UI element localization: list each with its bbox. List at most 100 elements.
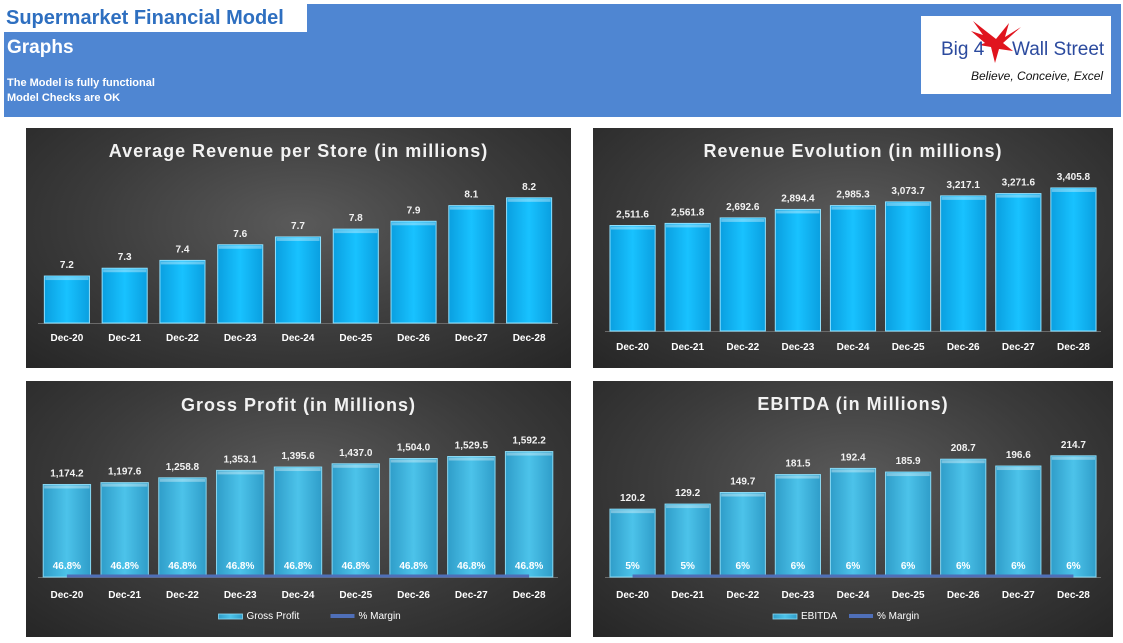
margin-label: 6% [791,561,806,572]
x-tick-label: Dec-22 [166,590,199,601]
status-line-functional: The Model is fully functional [7,77,155,89]
x-tick-label: Dec-27 [1002,590,1035,601]
bar [719,217,766,332]
bar-highlight [449,206,493,210]
data-label: 1,353.1 [224,454,258,465]
bar [829,205,877,332]
x-tick-label: Dec-26 [947,590,980,601]
bar [216,469,265,578]
x-tick-label: Dec-25 [339,590,372,601]
bar-highlight [159,478,206,482]
x-tick-label: Dec-20 [616,590,649,601]
margin-label: 6% [846,561,861,572]
margin-label: 46.8% [399,561,427,572]
bar-highlight [996,467,1040,471]
x-tick-label: Dec-22 [726,342,759,353]
margin-label: 46.8% [168,561,196,572]
chart-title: Average Revenue per Store (in millions) [109,141,488,161]
data-label: 208.7 [951,443,976,454]
x-tick-label: Dec-23 [224,590,257,601]
data-label: 3,405.8 [1057,172,1091,183]
data-label: 192.4 [840,452,865,463]
bar [448,205,495,324]
x-tick-label: Dec-27 [455,590,488,601]
data-label: 185.9 [896,456,921,467]
bar-highlight [776,210,820,214]
bar [273,466,323,578]
x-tick-label: Dec-24 [837,342,870,353]
chart-svg: Gross Profit (in Millions) 1,174.2 Dec-20 4… [38,395,558,622]
chart-svg: EBITDA (in Millions) 120.2 Dec-20 5% 129.2 De… [605,394,1101,622]
bar-highlight [334,230,378,234]
data-label: 1,197.6 [108,467,142,478]
data-label: 1,395.6 [281,451,315,462]
margin-label: 46.8% [53,561,81,572]
bar-highlight [45,277,89,281]
bar-highlight [721,493,765,497]
bar [100,482,149,578]
data-label: 7.7 [291,221,305,232]
data-label: 1,258.8 [166,462,200,473]
bar-highlight [610,510,655,514]
page-title: Supermarket Financial Model [4,4,307,32]
bar [390,220,437,324]
x-tick-label: Dec-28 [1057,342,1090,353]
data-label: 129.2 [675,488,700,499]
x-tick-label: Dec-22 [726,590,759,601]
bar-highlight [448,457,495,461]
data-label: 8.1 [464,190,478,201]
x-tick-label: Dec-24 [282,590,315,601]
bar [609,508,656,578]
bar-highlight [392,222,436,226]
bar [609,225,656,332]
margin-label: 6% [1011,561,1026,572]
bar-highlight [160,261,204,265]
logo-brand-left: Big 4 [941,39,985,60]
data-label: 149.7 [730,477,755,488]
bar [995,193,1042,332]
x-tick-label: Dec-25 [892,590,925,601]
data-label: 7.2 [60,260,74,271]
x-tick-label: Dec-26 [397,333,430,344]
x-tick-label: Dec-24 [282,333,315,344]
x-tick-label: Dec-25 [339,333,372,344]
bar-highlight [218,245,262,249]
chart-ebitda: EBITDA (in Millions) 120.2 Dec-20 5% 129.2 De… [593,381,1113,637]
bar-highlight [721,218,765,222]
bar-highlight [941,196,985,200]
data-label: 3,271.6 [1002,178,1036,189]
bar [664,222,711,332]
x-tick-label: Dec-23 [781,590,814,601]
bar-highlight [666,224,710,228]
margin-label: 46.8% [284,561,312,572]
bar [332,228,379,324]
bar-highlight [610,226,655,230]
legend-swatch-bars [772,613,798,620]
margin-label: 6% [956,561,971,572]
data-label: 2,894.4 [781,193,815,204]
x-tick-label: Dec-26 [397,590,430,601]
data-label: 7.8 [349,213,363,224]
bar [719,492,766,578]
bar [504,451,554,578]
chart-title: Gross Profit (in Millions) [181,395,416,415]
data-label: 2,511.6 [616,210,649,221]
logo-brand-right: Wall Street [1012,39,1105,60]
bar-highlight [333,464,379,468]
legend-label: % Margin [877,611,919,622]
bar-highlight [101,483,148,487]
brand-logo: Big 4 Wall Street Believe, Conceive, Exc… [921,16,1111,94]
bar [829,467,877,578]
bar-highlight [831,206,875,210]
margin-label: 46.8% [226,561,254,572]
x-tick-label: Dec-28 [513,590,546,601]
legend-label: Gross Profit [247,611,300,622]
bar-highlight [276,237,320,241]
bar [940,195,987,332]
chart-title: EBITDA (in Millions) [757,394,948,414]
data-label: 7.4 [175,244,189,255]
chart-svg: Average Revenue per Store (in millions) 7… [38,141,558,344]
x-tick-label: Dec-21 [108,590,141,601]
bar [1050,187,1097,332]
bar [274,236,322,324]
